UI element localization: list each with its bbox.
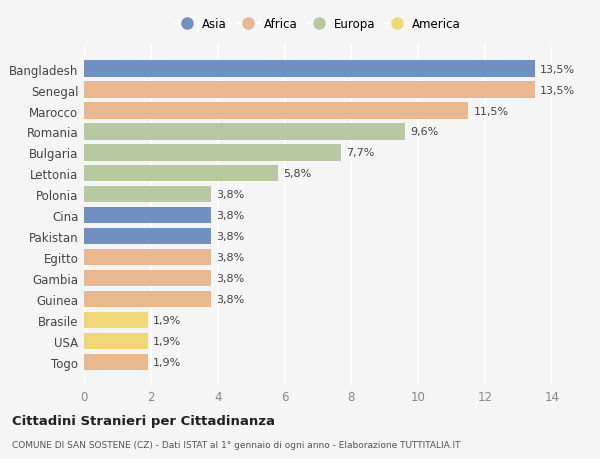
- Legend: Asia, Africa, Europa, America: Asia, Africa, Europa, America: [172, 14, 464, 34]
- Text: 3,8%: 3,8%: [216, 252, 244, 263]
- Text: 11,5%: 11,5%: [473, 106, 509, 116]
- Text: COMUNE DI SAN SOSTENE (CZ) - Dati ISTAT al 1° gennaio di ogni anno - Elaborazion: COMUNE DI SAN SOSTENE (CZ) - Dati ISTAT …: [12, 441, 461, 449]
- Text: 3,8%: 3,8%: [216, 211, 244, 221]
- Bar: [84, 229, 211, 245]
- Bar: [84, 354, 148, 370]
- Bar: [84, 249, 211, 266]
- Bar: [84, 103, 469, 119]
- Bar: [84, 82, 535, 99]
- Text: 13,5%: 13,5%: [540, 85, 575, 95]
- Text: 1,9%: 1,9%: [152, 357, 181, 367]
- Text: 3,8%: 3,8%: [216, 190, 244, 200]
- Bar: [84, 145, 341, 161]
- Text: Cittadini Stranieri per Cittadinanza: Cittadini Stranieri per Cittadinanza: [12, 414, 275, 428]
- Bar: [84, 312, 148, 328]
- Bar: [84, 62, 535, 78]
- Text: 3,8%: 3,8%: [216, 274, 244, 283]
- Bar: [84, 333, 148, 349]
- Text: 3,8%: 3,8%: [216, 294, 244, 304]
- Text: 1,9%: 1,9%: [152, 315, 181, 325]
- Text: 13,5%: 13,5%: [540, 65, 575, 74]
- Text: 9,6%: 9,6%: [410, 127, 438, 137]
- Bar: [84, 187, 211, 203]
- Bar: [84, 166, 278, 182]
- Bar: [84, 270, 211, 286]
- Text: 1,9%: 1,9%: [152, 336, 181, 346]
- Bar: [84, 291, 211, 308]
- Text: 3,8%: 3,8%: [216, 232, 244, 241]
- Text: 7,7%: 7,7%: [346, 148, 375, 158]
- Text: 5,8%: 5,8%: [283, 169, 311, 179]
- Bar: [84, 124, 405, 140]
- Bar: [84, 207, 211, 224]
